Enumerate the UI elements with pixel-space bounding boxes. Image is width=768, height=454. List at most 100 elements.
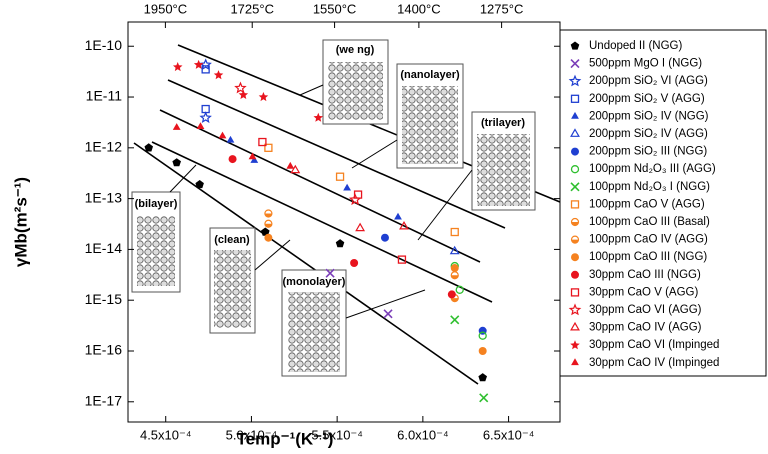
data-point <box>193 59 204 69</box>
marker-shape <box>478 373 487 382</box>
data-point <box>343 183 351 191</box>
legend-marker <box>571 358 579 366</box>
legend-label: 30ppm CaO VI (AGG) <box>589 304 702 316</box>
data-point <box>195 180 204 189</box>
annotation: (monolayer) <box>283 276 346 288</box>
marker-shape <box>335 172 345 181</box>
data-point <box>201 104 210 114</box>
y-tick-label: 1E-17 <box>85 392 123 408</box>
data-point <box>201 65 210 74</box>
y-axis-label: γMb(m²s⁻¹) <box>11 177 30 267</box>
marker-shape <box>570 321 580 331</box>
marker-shape <box>195 180 204 189</box>
legend-marker <box>570 128 580 137</box>
legend-label: 200ppm SiO₂ VI (AGG) <box>589 75 708 87</box>
data-point <box>258 92 269 102</box>
data-point <box>264 219 273 228</box>
data-point <box>450 264 459 273</box>
marker-shape <box>570 288 580 297</box>
data-point <box>172 158 181 167</box>
legend-marker <box>570 41 580 50</box>
marker-shape <box>568 74 582 87</box>
marker-shape <box>570 128 580 137</box>
data-point <box>238 89 249 99</box>
legend-marker <box>571 111 579 119</box>
marker-shape <box>226 135 235 143</box>
data-point <box>478 331 487 340</box>
marker-shape <box>173 62 183 72</box>
x2-tick-label: 1275°C <box>480 1 524 16</box>
marker-shape <box>213 70 224 80</box>
data-point <box>450 315 460 325</box>
marker-shape <box>571 222 579 226</box>
marker-shape <box>258 137 267 147</box>
data-point <box>325 268 335 278</box>
data-point <box>199 111 212 124</box>
x2-tick-label: 1400°C <box>397 1 441 16</box>
inset-image <box>288 292 340 372</box>
marker-shape <box>570 41 580 50</box>
x-tick-label: 6.0x10⁻⁴ <box>397 427 448 442</box>
marker-shape <box>570 94 580 103</box>
inset-image <box>214 250 251 328</box>
marker-shape <box>455 285 464 294</box>
marker-shape <box>290 164 301 174</box>
x2-tick-label: 1725°C <box>230 1 274 16</box>
legend-marker <box>570 94 580 103</box>
marker-shape <box>447 290 456 299</box>
marker-shape <box>313 112 323 122</box>
data-point <box>196 122 205 129</box>
legend-label: 30ppm CaO VI (Impinged <box>589 339 719 351</box>
data-point <box>234 81 247 94</box>
y-tick-label: 1E-16 <box>85 342 123 358</box>
marker-shape <box>355 222 366 232</box>
marker-shape <box>228 155 237 164</box>
data-point <box>264 143 273 152</box>
data-point <box>450 271 459 280</box>
data-point <box>399 221 409 230</box>
marker-shape <box>144 143 153 152</box>
annotation: (we ng) <box>336 44 375 56</box>
data-point <box>286 161 295 169</box>
marker-shape <box>570 200 580 209</box>
insets: (bilayer) (clean) (monolayer) (nanolayer… <box>131 39 536 377</box>
marker-shape <box>234 81 247 94</box>
legend-label: 30ppm CaO V (AGG) <box>589 286 698 298</box>
marker-shape <box>570 340 580 350</box>
marker-shape <box>570 182 580 192</box>
legend-marker <box>570 217 580 227</box>
legend-label: 200ppm SiO₂ IV (NGG) <box>589 110 709 122</box>
y-tick-label: 1E-15 <box>85 291 123 307</box>
data-point <box>380 233 389 242</box>
y-tick-label: 1E-14 <box>85 240 123 256</box>
marker-shape <box>264 233 273 242</box>
marker-shape <box>450 315 460 325</box>
data-point <box>264 233 273 242</box>
marker-shape <box>399 221 409 230</box>
data-point <box>394 212 402 220</box>
marker-shape <box>264 143 273 152</box>
marker-shape <box>335 239 345 248</box>
data-point <box>261 227 270 236</box>
legend-marker <box>570 321 580 331</box>
data-point <box>335 172 345 181</box>
data-point <box>213 70 224 80</box>
marker-shape <box>394 212 402 220</box>
marker-shape <box>248 152 257 160</box>
data-point <box>172 123 181 130</box>
x2-tick-label: 1950°C <box>144 1 188 16</box>
marker-shape <box>479 393 489 403</box>
x-tick-label: 4.5x10⁻⁴ <box>140 427 191 442</box>
marker-shape <box>568 303 582 316</box>
marker-shape <box>264 213 272 217</box>
marker-shape <box>397 255 407 264</box>
legend-marker <box>570 340 580 350</box>
x-tick-label: 5.5x10⁻⁴ <box>311 427 362 442</box>
marker-shape <box>350 259 359 268</box>
legend-label: 200ppm SiO₂ III (NGG) <box>589 146 707 158</box>
marker-shape <box>238 89 249 99</box>
marker-shape <box>449 245 460 255</box>
data-point <box>348 193 362 206</box>
data-point <box>335 239 345 248</box>
